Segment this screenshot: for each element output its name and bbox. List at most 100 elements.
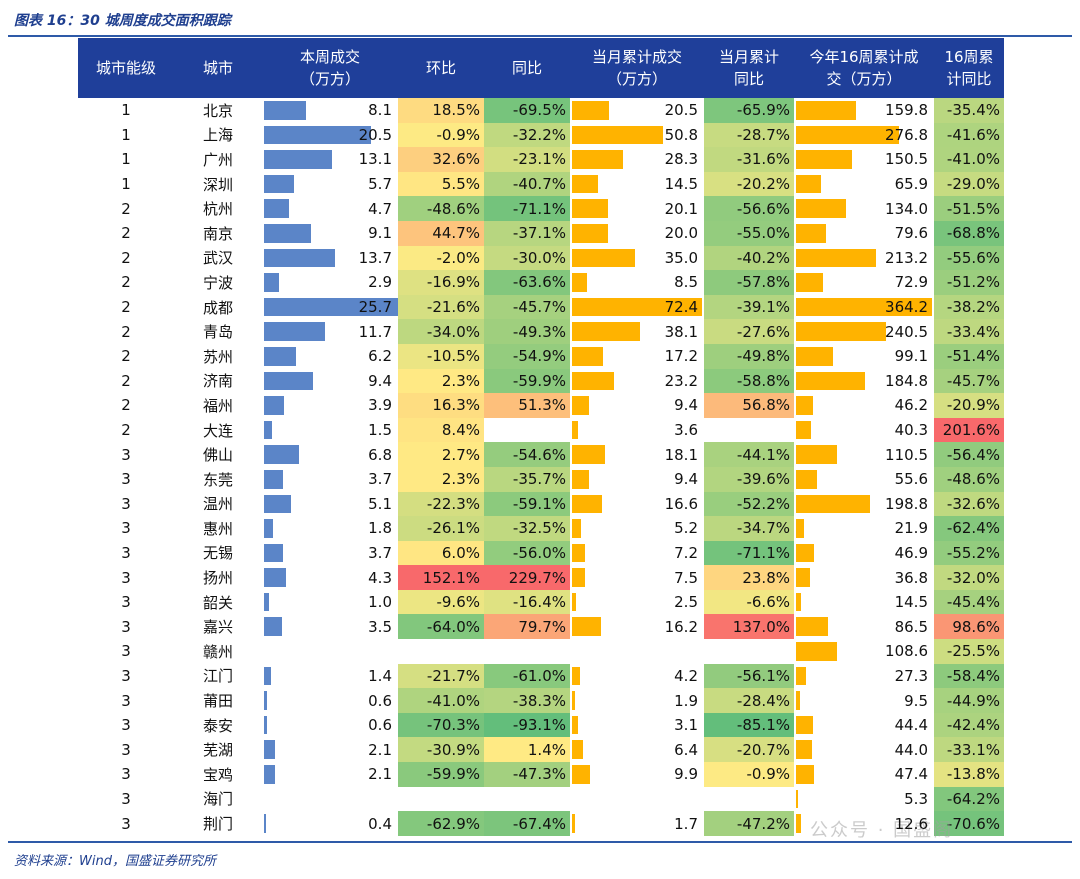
ytb-cell: -25.5% — [934, 639, 1004, 664]
city-cell: 嘉兴 — [202, 618, 233, 637]
city-cell: 杭州 — [202, 200, 233, 219]
week-bar — [264, 371, 313, 391]
tier-cell: 3 — [121, 519, 131, 538]
tier-cell: 3 — [121, 494, 131, 513]
week-value: 13.1 — [358, 150, 392, 169]
table-row: 2 武汉 13.7 -2.0% -30.0% 35.0 -40.2% 213.2 -55.6% — [78, 245, 1004, 271]
week-value: 4.7 — [368, 199, 392, 218]
tier-cell: 2 — [121, 199, 131, 218]
mtb-cell — [704, 418, 794, 443]
ytd-bar-cell: 240.5 — [794, 319, 934, 344]
month-value: 14.5 — [664, 175, 698, 194]
city-cell: 深圳 — [202, 175, 233, 194]
month-bar — [572, 765, 590, 784]
hb-cell: 2.3% — [398, 466, 484, 492]
month-bar-cell: 2.5 — [570, 590, 704, 615]
table-row: 3 嘉兴 3.5 -64.0% 79.7% 16.2 137.0% 86.5 98.6% — [78, 614, 1004, 640]
hb-cell: -30.9% — [398, 737, 484, 763]
ytb-cell: -33.4% — [934, 319, 1004, 344]
table-row: 3 海门 5.3 -64.2% — [78, 786, 1004, 812]
column-header: 当月累计成交 （万方） — [570, 38, 704, 98]
mtb-cell — [704, 787, 794, 812]
month-bar-cell: 5.2 — [570, 516, 704, 541]
ytd-value: 21.9 — [894, 519, 928, 538]
ytd-bar-cell: 47.4 — [794, 762, 934, 787]
month-bar-cell: 1.9 — [570, 688, 704, 713]
ytb-cell: -32.6% — [934, 491, 1004, 517]
week-value: 5.1 — [368, 494, 392, 513]
month-value: 2.5 — [674, 593, 698, 612]
city-cell: 温州 — [202, 495, 233, 514]
ytd-value: 184.8 — [885, 371, 928, 390]
week-bar-cell: 4.7 — [262, 196, 398, 221]
hb-cell: -10.5% — [398, 343, 484, 369]
month-bar — [572, 445, 605, 464]
ytb-cell: -70.6% — [934, 811, 1004, 836]
tier-cell: 2 — [121, 421, 131, 440]
week-value: 5.7 — [368, 175, 392, 194]
ytd-value: 79.6 — [894, 224, 928, 243]
week-bar-cell: 6.8 — [262, 442, 398, 467]
hb-cell: 5.5% — [398, 171, 484, 197]
hb-cell: 152.1% — [398, 565, 484, 590]
month-bar-cell: 9.9 — [570, 762, 704, 787]
week-bar-cell: 2.1 — [262, 737, 398, 762]
week-value: 1.5 — [368, 421, 392, 440]
city-cell: 广州 — [202, 150, 233, 169]
column-header: 同比 — [484, 38, 570, 98]
ytd-bar — [796, 101, 856, 120]
ytd-bar-cell: 9.5 — [794, 688, 934, 713]
week-bar — [264, 740, 275, 760]
month-value: 38.1 — [664, 322, 698, 341]
tb-cell: -16.4% — [484, 589, 570, 615]
table-row: 3 东莞 3.7 2.3% -35.7% 9.4 -39.6% 55.6 -48.6% — [78, 466, 1004, 492]
city-cell: 青岛 — [202, 323, 233, 342]
ytd-bar — [796, 273, 824, 292]
ytb-cell: -51.5% — [934, 196, 1004, 221]
tb-cell: -38.3% — [484, 688, 570, 713]
week-value: 1.8 — [368, 519, 392, 538]
month-bar-cell: 7.2 — [570, 541, 704, 566]
tb-cell: 79.7% — [484, 614, 570, 640]
city-cell: 大连 — [202, 421, 233, 440]
ytd-bar-cell: 12.6 — [794, 811, 934, 836]
hb-cell: 2.7% — [398, 442, 484, 467]
month-value: 9.4 — [674, 470, 698, 489]
ytb-cell: -29.0% — [934, 171, 1004, 197]
month-bar-cell — [570, 787, 704, 812]
tier-cell: 1 — [121, 125, 131, 144]
ytb-cell: -20.9% — [934, 393, 1004, 418]
tier-cell: 3 — [121, 691, 131, 710]
month-bar-cell: 16.6 — [570, 492, 704, 517]
ytb-cell: -45.4% — [934, 589, 1004, 615]
week-value: 25.7 — [358, 298, 392, 317]
ytd-bar — [796, 248, 876, 268]
city-cell: 江门 — [202, 667, 233, 686]
month-bar-cell: 20.0 — [570, 221, 704, 246]
city-cell: 上海 — [202, 126, 233, 145]
month-bar — [572, 469, 589, 489]
month-value: 3.1 — [674, 716, 698, 735]
ytd-bar-cell: 150.5 — [794, 147, 934, 172]
column-header: 城市 — [174, 38, 262, 98]
ytd-value: 5.3 — [904, 789, 928, 808]
tier-cell: 3 — [121, 543, 131, 562]
week-bar-cell: 1.5 — [262, 418, 398, 443]
week-value: 13.7 — [358, 248, 392, 267]
ytd-bar-cell: 5.3 — [794, 787, 934, 812]
hb-cell: -62.9% — [398, 811, 484, 836]
mtb-cell: -85.1% — [704, 712, 794, 738]
ytb-cell: 201.6% — [934, 417, 1004, 443]
tier-cell: 3 — [121, 568, 131, 587]
week-value: 9.1 — [368, 224, 392, 243]
tb-cell: -45.7% — [484, 294, 570, 320]
month-bar-cell: 38.1 — [570, 319, 704, 344]
week-bar-cell: 1.0 — [262, 590, 398, 615]
ytd-bar-cell: 134.0 — [794, 196, 934, 221]
tb-cell: -40.7% — [484, 171, 570, 197]
week-bar-cell: 9.1 — [262, 221, 398, 246]
mtb-cell: -20.2% — [704, 171, 794, 197]
ytd-value: 213.2 — [885, 248, 928, 267]
month-bar — [572, 371, 614, 391]
week-bar-cell: 25.7 — [262, 295, 398, 320]
